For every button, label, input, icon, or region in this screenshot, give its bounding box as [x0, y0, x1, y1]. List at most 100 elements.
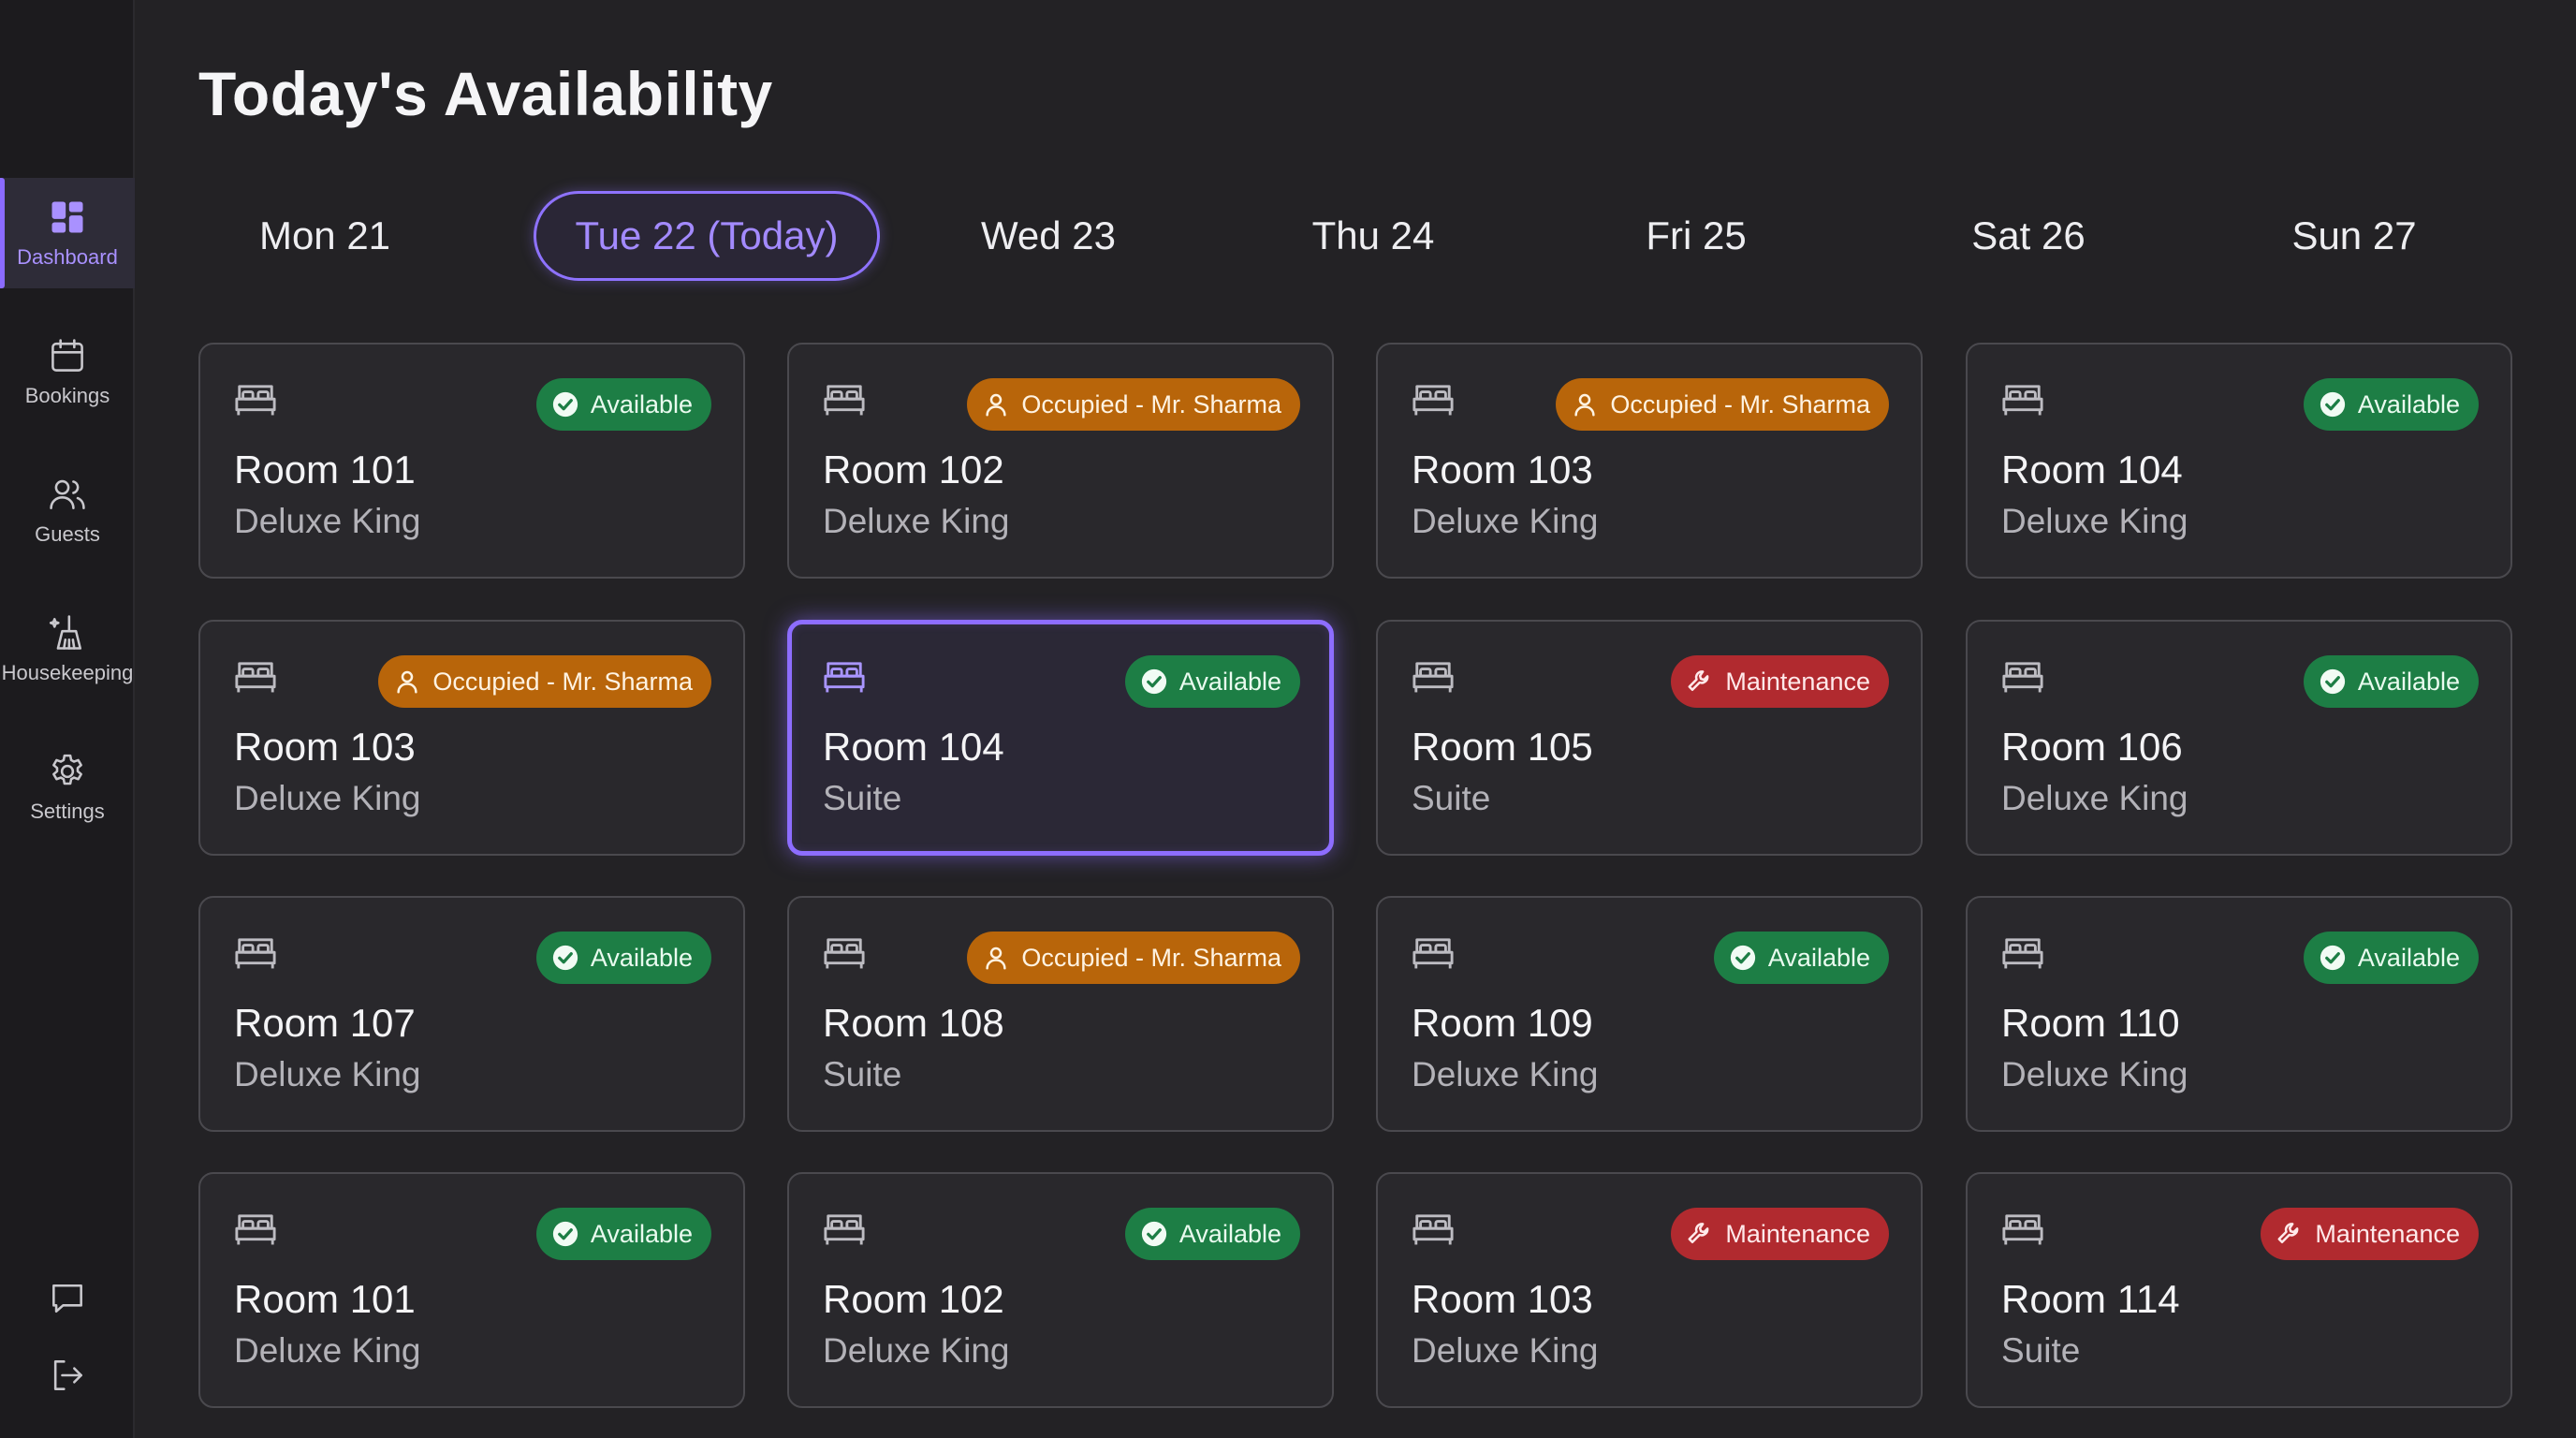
room-name: Room 105: [1412, 725, 1593, 769]
status-badge: Available: [1713, 932, 1889, 984]
room-card[interactable]: Maintenance Room 114 Suite: [1966, 1172, 2512, 1408]
status-badge: Available: [1124, 655, 1300, 708]
status-badge-label: Available: [2357, 389, 2460, 418]
status-badge: Occupied - Mr. Sharma: [967, 378, 1300, 431]
calendar-icon: [51, 339, 83, 372]
wrench-icon: [1686, 1220, 1725, 1248]
room-card[interactable]: Available Room 104 Deluxe King: [1966, 343, 2512, 579]
room-name: Room 101: [234, 448, 416, 492]
room-name: Room 114: [2001, 1277, 2180, 1321]
room-card[interactable]: Available Room 106 Deluxe King: [1966, 620, 2512, 856]
room-card[interactable]: Maintenance Room 105 Suite: [1376, 620, 1923, 856]
room-type: Deluxe King: [234, 779, 421, 817]
room-type: Suite: [823, 779, 902, 817]
day-tab-thu-24[interactable]: Thu 24: [1311, 213, 1435, 257]
room-card[interactable]: Occupied - Mr. Sharma Room 103 Deluxe King: [198, 620, 745, 856]
sidebar-item-bookings[interactable]: Bookings: [0, 316, 135, 427]
status-badge: Available: [535, 932, 711, 984]
room-card[interactable]: Available Room 109 Deluxe King: [1376, 896, 1923, 1132]
day-tab-mon-21[interactable]: Mon 21: [258, 213, 391, 257]
room-name: Room 110: [2001, 1001, 2180, 1045]
status-badge: Available: [2303, 655, 2479, 708]
sidebar-item-label: Guests: [35, 522, 100, 546]
day-tab-fri-25[interactable]: Fri 25: [1646, 213, 1747, 257]
status-badge-label: Occupied - Mr. Sharma: [432, 667, 693, 696]
bed-icon: [823, 935, 866, 971]
check-circle-icon: [1140, 1220, 1179, 1248]
day-tab-sun-27[interactable]: Sun 27: [2291, 213, 2417, 257]
status-badge: Available: [1124, 1208, 1300, 1260]
sidebar-item-guests[interactable]: Guests: [0, 455, 135, 565]
room-name: Room 102: [823, 448, 1004, 492]
room-name: Room 103: [234, 725, 416, 769]
chat-icon: [52, 1284, 82, 1313]
status-badge-label: Available: [1178, 667, 1281, 696]
room-name: Room 101: [234, 1277, 416, 1321]
room-name: Room 104: [823, 725, 1004, 769]
room-card[interactable]: Available Room 107 Deluxe King: [198, 896, 745, 1132]
room-card[interactable]: Occupied - Mr. Sharma Room 103 Deluxe King: [1376, 343, 1923, 579]
bed-icon: [234, 935, 277, 971]
wrench-icon: [2276, 1220, 2315, 1248]
status-badge-label: Maintenance: [2315, 1219, 2460, 1248]
day-tab-wed-23[interactable]: Wed 23: [981, 213, 1116, 257]
room-name: Room 104: [2001, 448, 2183, 492]
status-badge: Occupied - Mr. Sharma: [378, 655, 711, 708]
room-card[interactable]: Available Room 110 Deluxe King: [1966, 896, 2512, 1132]
sidebar-item-dashboard[interactable]: Dashboard: [0, 178, 135, 288]
sidebar-item-settings[interactable]: Settings: [0, 732, 135, 843]
room-type: Deluxe King: [823, 1331, 1010, 1370]
gear-icon: [52, 754, 82, 785]
room-type: Deluxe King: [1412, 1331, 1599, 1370]
room-grid: Available Room 101 Deluxe King Occupied - …: [198, 343, 2514, 1410]
sidebar-item-label: Settings: [30, 800, 105, 823]
bed-icon: [234, 1211, 277, 1247]
sidebar-item-label: Dashboard: [17, 245, 118, 269]
status-badge: Maintenance: [1671, 655, 1889, 708]
check-circle-icon: [2319, 668, 2358, 696]
check-circle-icon: [2319, 390, 2358, 418]
day-tab-sat-26[interactable]: Sat 26: [1971, 213, 2086, 257]
status-badge-label: Available: [590, 943, 693, 972]
room-card[interactable]: Maintenance Room 103 Deluxe King: [1376, 1172, 1923, 1408]
bed-icon: [1412, 935, 1455, 971]
room-card[interactable]: Available Room 104 Suite: [787, 620, 1334, 856]
logout-button[interactable]: [0, 1343, 135, 1408]
bed-icon: [234, 382, 277, 418]
dashboard-icon: [51, 201, 83, 233]
person-icon: [1571, 390, 1610, 418]
room-card[interactable]: Available Room 101 Deluxe King: [198, 343, 745, 579]
room-card[interactable]: Available Room 102 Deluxe King: [787, 1172, 1334, 1408]
room-type: Deluxe King: [2001, 502, 2188, 540]
status-badge-label: Occupied - Mr. Sharma: [1021, 943, 1281, 972]
room-card[interactable]: Available Room 101 Deluxe King: [198, 1172, 745, 1408]
room-name: Room 103: [1412, 448, 1593, 492]
status-badge-label: Available: [590, 389, 693, 418]
bed-icon: [1412, 659, 1455, 695]
status-badge-label: Maintenance: [1725, 667, 1870, 696]
room-type: Deluxe King: [1412, 1055, 1599, 1093]
room-card[interactable]: Occupied - Mr. Sharma Room 102 Deluxe King: [787, 343, 1334, 579]
bed-icon: [2001, 1211, 2044, 1247]
bed-icon: [2001, 659, 2044, 695]
status-badge-label: Occupied - Mr. Sharma: [1021, 389, 1281, 418]
status-badge-label: Available: [2357, 943, 2460, 972]
day-tab-tue-22-today[interactable]: Tue 22 (Today): [534, 191, 880, 281]
chat-button[interactable]: [0, 1266, 135, 1331]
room-type: Deluxe King: [234, 1331, 421, 1370]
room-type: Deluxe King: [2001, 779, 2188, 817]
sidebar-item-housekeeping[interactable]: Housekeeping: [0, 594, 135, 704]
bed-icon: [1412, 1211, 1455, 1247]
status-badge: Maintenance: [1671, 1208, 1889, 1260]
person-icon: [982, 944, 1021, 972]
room-name: Room 102: [823, 1277, 1004, 1321]
bed-icon: [823, 659, 866, 695]
room-type: Deluxe King: [234, 1055, 421, 1093]
status-badge: Occupied - Mr. Sharma: [967, 932, 1300, 984]
check-circle-icon: [551, 390, 591, 418]
room-type: Suite: [823, 1055, 902, 1093]
check-circle-icon: [1729, 944, 1768, 972]
room-card[interactable]: Occupied - Mr. Sharma Room 108 Suite: [787, 896, 1334, 1132]
room-name: Room 107: [234, 1001, 416, 1045]
page-title: Today's Availability: [198, 59, 773, 128]
